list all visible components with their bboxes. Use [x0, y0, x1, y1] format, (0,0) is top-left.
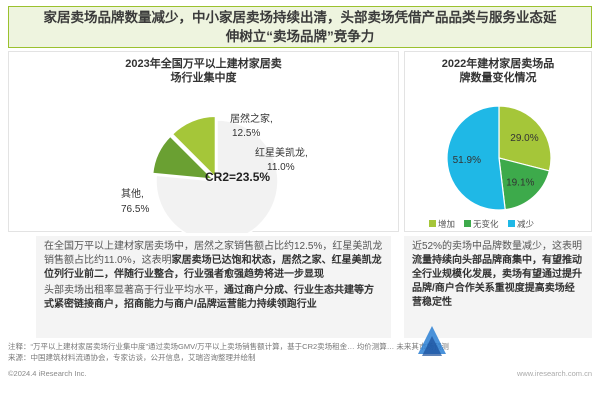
pie-slice-0	[498, 105, 552, 172]
description-paragraph-2: 头部卖场出租率显著高于行业平均水平，通过商户分成、行业生态共建等方式紧密链接商户…	[44, 285, 374, 310]
legend-swatch-0	[429, 220, 436, 227]
slice-value-2: 51.9%	[453, 155, 481, 166]
slice-value-0: 29.0%	[510, 133, 538, 144]
legend-label-0: 增加	[438, 219, 455, 229]
concentration-description: 在全国万平以上建材家居卖场中，居然之家销售额占比约12.5%，红星美凯龙销售额占…	[36, 236, 391, 338]
slice-value-2: 76.5%	[121, 204, 149, 215]
copyright: ©2024.4 iResearch Inc.	[8, 369, 87, 378]
brand-change-description: 近52%的卖场中品牌数量减少，这表明流量持续向头部品牌商集中，有望推动全行业规模…	[404, 236, 592, 338]
concentration-chart-title: 2023年全国万平以上建材家居卖场行业集中度	[125, 58, 282, 84]
pie-slice-1	[151, 135, 216, 181]
legend-swatch-1	[464, 220, 471, 227]
pie-slice-2	[446, 105, 506, 211]
description-paragraph-1: 在全国万平以上建材家居卖场中，居然之家销售额占比约12.5%，红星美凯龙销售额占…	[44, 241, 383, 280]
slice-label-2: 其他,	[121, 187, 144, 200]
slice-value-1: 11.0%	[267, 162, 295, 173]
legend-swatch-2	[508, 220, 515, 227]
footer-notes: 注释：“万平以上建材家居卖场行业集中度”通过卖场GMV/万平以上卖场销售额计算，…	[8, 341, 568, 363]
slide-title: 家居卖场品牌数量减少，中小家居卖场持续出清，头部卖场凭借产品品类与服务业态延伸树…	[8, 6, 592, 48]
slice-value-1: 19.1%	[506, 177, 534, 188]
footer-note: 注释：“万平以上建材家居卖场行业集中度”通过卖场GMV/万平以上卖场销售额计算，…	[8, 342, 449, 351]
brand-change-chart-panel: 2022年建材家居卖场品牌数量变化情况 29.0% 19.1% 51.9% 增加 无变化…	[404, 51, 592, 232]
brand-change-pie-chart: 29.0% 19.1% 51.9% 增加 无变化 减少	[429, 105, 552, 229]
brand-change-chart-title: 2022年建材家居卖场品牌数量变化情况	[441, 58, 555, 84]
legend-label-2: 减少	[517, 219, 535, 229]
footer-source: 来源：中国建筑材料流通协会，专家访谈，公开信息，艾瑞咨询整理并绘制	[8, 353, 256, 362]
description-paragraph: 近52%的卖场中品牌数量减少，这表明流量持续向头部品牌商集中，有望推动全行业规模…	[412, 241, 583, 308]
slide-title-text: 家居卖场品牌数量减少，中小家居卖场持续出清，头部卖场凭借产品品类与服务业态延伸树…	[43, 10, 557, 44]
cr2-annotation: CR2=23.5%	[205, 170, 270, 184]
iresearch-logo-icon	[418, 326, 446, 356]
slice-value-0: 12.5%	[232, 128, 260, 139]
pie-slice-1	[498, 157, 551, 211]
concentration-pie-chart: 居然之家, 12.5% 红星美凯龙, 11.0% 其他, 76.5% CR2=23.5%	[121, 112, 308, 233]
pie-slice-0	[171, 115, 217, 180]
pie-slice-2	[155, 119, 279, 233]
slice-label-1: 红星美凯龙,	[255, 146, 308, 159]
slice-label-0: 居然之家,	[230, 112, 273, 125]
website-url: www.iresearch.com.cn	[516, 369, 592, 378]
concentration-chart-panel: 2023年全国万平以上建材家居卖场行业集中度 居然之家, 12.5% 红星美凯龙, 1…	[8, 51, 399, 233]
legend-label-1: 无变化	[473, 219, 499, 229]
